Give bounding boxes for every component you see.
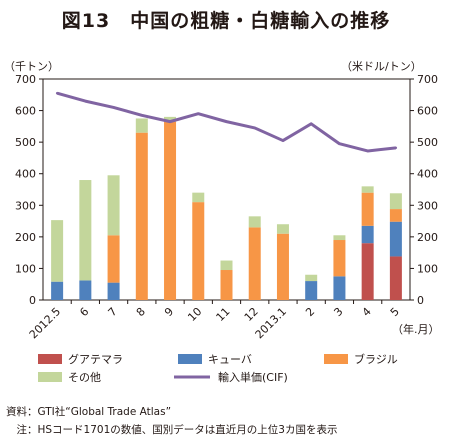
figure-title: 図13 中国の粗糖・白糖輸入の推移 xyxy=(61,10,391,32)
bar-cuba xyxy=(333,276,346,300)
x-axis-unit: （年.月） xyxy=(392,322,440,336)
price-point xyxy=(253,126,256,130)
left-tick-label: 200 xyxy=(15,231,36,244)
legend-swatch-others xyxy=(38,372,62,382)
price-point xyxy=(197,112,200,115)
price-point xyxy=(225,120,228,123)
bar-brazil xyxy=(135,132,148,300)
left-tick-label: 100 xyxy=(15,262,36,275)
x-tick-label: 2013.1 xyxy=(253,305,289,341)
price-point xyxy=(281,139,285,142)
bar-brazil xyxy=(107,235,120,283)
x-tick-label: 8 xyxy=(134,305,148,319)
bar-others xyxy=(135,118,148,133)
right-axis-unit: （米ドル/トン） xyxy=(341,60,422,73)
price-point xyxy=(366,149,369,153)
x-tick-label: 4 xyxy=(360,305,374,319)
legend-swatch-guatemala xyxy=(38,354,62,364)
bar-others xyxy=(79,180,92,281)
legend-label-brazil: ブラジル xyxy=(354,352,398,366)
bar-brazil xyxy=(192,202,205,300)
bar-others xyxy=(107,175,120,236)
x-tick-label: 2012.5 xyxy=(27,305,63,341)
left-tick-label: 500 xyxy=(15,136,36,149)
x-tick-label: 5 xyxy=(388,305,402,319)
x-tick-label: 12 xyxy=(242,305,261,324)
bar-others xyxy=(248,216,261,228)
x-tick-label: 10 xyxy=(185,305,204,324)
x-tick-label: 9 xyxy=(162,305,176,319)
x-tick-label: 6 xyxy=(77,305,91,319)
x-tick-label: 3 xyxy=(331,305,345,319)
bar-brazil xyxy=(333,240,346,277)
bar-cuba xyxy=(389,221,402,257)
bar-cuba xyxy=(107,282,120,300)
bar-others xyxy=(51,220,64,282)
bar-others xyxy=(389,193,402,210)
x-tick-label: 7 xyxy=(106,305,120,319)
bar-guatemala xyxy=(361,243,374,300)
bar-cuba xyxy=(79,280,92,300)
bar-others xyxy=(220,260,233,271)
legend-swatch-cuba xyxy=(178,354,202,364)
x-tick-label: 11 xyxy=(214,305,233,324)
right-tick-label: 200 xyxy=(417,231,438,244)
bar-others xyxy=(164,116,177,122)
bar-cuba xyxy=(361,225,374,244)
legend-swatch-brazil xyxy=(324,354,348,364)
bar-others xyxy=(361,186,374,193)
right-tick-label: 100 xyxy=(417,262,438,275)
left-tick-label: 0 xyxy=(29,294,36,307)
bar-cuba xyxy=(305,281,318,300)
price-point xyxy=(55,92,59,95)
bar-brazil xyxy=(248,227,261,300)
bar-brazil xyxy=(220,270,233,300)
right-tick-label: 600 xyxy=(417,105,438,118)
bar-others xyxy=(192,192,205,203)
left-tick-label: 400 xyxy=(15,168,36,181)
right-tick-label: 700 xyxy=(417,73,438,86)
right-tick-label: 400 xyxy=(417,168,438,181)
x-tick-label: 2 xyxy=(303,305,317,319)
right-tick-label: 500 xyxy=(417,136,438,149)
price-point xyxy=(112,106,115,109)
price-point xyxy=(168,120,172,123)
bar-brazil xyxy=(361,192,374,226)
price-point xyxy=(394,146,398,150)
left-tick-label: 300 xyxy=(15,199,36,212)
bar-others xyxy=(333,235,346,241)
bar-brazil xyxy=(276,233,289,300)
plot-area: 0 0 100 100 200 200 300 300 400 400 500 500 600 600 70… xyxy=(15,73,438,341)
price-point xyxy=(338,142,341,145)
left-axis-unit: （千トン） xyxy=(4,60,59,73)
price-point xyxy=(309,122,313,126)
bar-others xyxy=(276,224,289,234)
footnote: 注：HSコード1701の数値、国別データは直近月の上位3カ国を表示 xyxy=(6,424,338,436)
right-tick-label: 300 xyxy=(417,199,438,212)
right-tick-label: 0 xyxy=(417,294,424,307)
source-note: 資料：GTI社“Global Trade Atlas” xyxy=(6,406,172,418)
legend-label-guatemala: グアテマラ xyxy=(68,352,123,366)
legend-label-others: その他 xyxy=(68,371,101,384)
left-tick-label: 600 xyxy=(15,105,36,118)
bar-guatemala xyxy=(389,256,402,300)
bar-brazil xyxy=(164,121,177,300)
left-tick-label: 700 xyxy=(15,73,36,86)
legend-label-cuba: キューバ xyxy=(208,353,252,366)
bar-cuba xyxy=(51,281,64,300)
price-point xyxy=(84,99,87,103)
bar-brazil xyxy=(389,209,402,222)
bar-others xyxy=(305,274,318,282)
legend-label-price_line: 輸入単価(CIF) xyxy=(218,370,288,384)
price-point xyxy=(140,114,144,117)
